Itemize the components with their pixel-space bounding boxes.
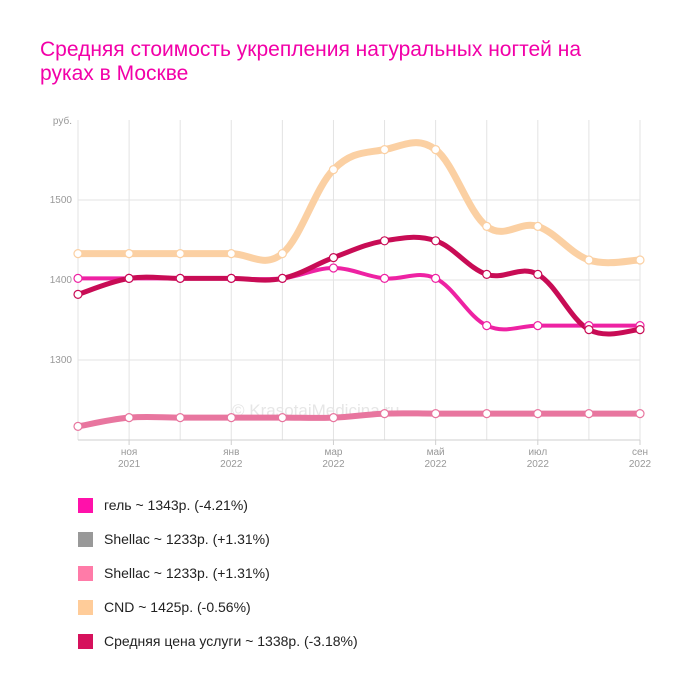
data-point[interactable] (328, 413, 339, 423)
data-point[interactable] (533, 409, 543, 419)
series-lines (74, 139, 644, 430)
x-tick-year: 2021 (118, 459, 141, 470)
data-point[interactable] (124, 249, 134, 259)
y-tick-label: 1400 (50, 275, 73, 286)
data-point[interactable] (482, 221, 492, 231)
legend: гель ~ 1343р. (-4.21%) Shellac ~ 1233р. (… (78, 488, 358, 658)
x-tick-year: 2022 (629, 459, 652, 470)
legend-label: гель ~ 1343р. (-4.21%) (104, 497, 248, 513)
legend-label: Shellac ~ 1233р. (+1.31%) (104, 531, 270, 547)
legend-item[interactable]: гель ~ 1343р. (-4.21%) (78, 488, 358, 522)
data-point[interactable] (533, 269, 543, 279)
data-point[interactable] (73, 421, 83, 431)
data-point[interactable] (328, 263, 339, 273)
series-line (74, 139, 644, 267)
data-point[interactable] (328, 165, 339, 175)
legend-swatch (78, 633, 93, 649)
legend-item[interactable]: Shellac ~ 1233р. (+1.31%) (78, 522, 358, 556)
data-point[interactable] (482, 409, 492, 419)
legend-label: Средняя цена услуги ~ 1338р. (-3.18%) (104, 633, 358, 649)
x-tick-month: янв (223, 447, 239, 458)
data-point[interactable] (584, 255, 594, 265)
data-point[interactable] (431, 409, 441, 419)
legend-label: CND ~ 1425р. (-0.56%) (104, 599, 251, 615)
data-point[interactable] (584, 325, 594, 335)
data-point[interactable] (584, 409, 594, 419)
legend-swatch (78, 531, 93, 547)
x-tick-year: 2022 (425, 459, 448, 470)
data-point[interactable] (175, 413, 185, 423)
data-point[interactable] (379, 273, 390, 283)
data-point[interactable] (124, 413, 134, 423)
legend-item[interactable]: Shellac ~ 1233р. (+1.31%) (78, 556, 358, 590)
data-point[interactable] (277, 273, 287, 283)
x-tick-month: май (427, 447, 445, 458)
x-tick-year: 2022 (220, 459, 243, 470)
x-tick-month: июл (528, 447, 547, 458)
legend-label: Shellac ~ 1233р. (+1.31%) (104, 565, 270, 581)
legend-swatch (78, 497, 93, 513)
data-point[interactable] (73, 289, 83, 299)
data-point[interactable] (379, 145, 390, 155)
x-tick-month: ноя (121, 447, 138, 458)
legend-item[interactable]: CND ~ 1425р. (-0.56%) (78, 590, 358, 624)
x-tick-year: 2022 (527, 459, 550, 470)
data-point[interactable] (226, 273, 236, 283)
data-point[interactable] (431, 236, 441, 246)
data-point[interactable] (431, 145, 441, 155)
data-point[interactable] (379, 236, 390, 246)
data-point[interactable] (73, 249, 83, 259)
x-axis: ноя2021янв2022мар2022май2022июл2022сен20… (118, 440, 652, 470)
data-point[interactable] (73, 273, 83, 283)
y-unit-label: руб. (53, 115, 72, 127)
data-point[interactable] (482, 321, 492, 331)
legend-swatch (78, 599, 93, 615)
data-point[interactable] (175, 249, 185, 259)
data-point[interactable] (226, 249, 236, 259)
data-point[interactable] (277, 249, 287, 259)
data-point[interactable] (277, 413, 287, 423)
legend-item[interactable]: Средняя цена услуги ~ 1338р. (-3.18%) (78, 624, 358, 658)
data-point[interactable] (175, 273, 185, 283)
data-point[interactable] (635, 325, 645, 335)
data-point[interactable] (379, 409, 390, 419)
chart-title: Средняя стоимость укрепления натуральных… (40, 38, 582, 85)
y-tick-label: 1500 (50, 195, 73, 206)
legend-swatch (78, 565, 93, 581)
data-point[interactable] (226, 413, 236, 423)
data-point[interactable] (482, 269, 492, 279)
data-point[interactable] (635, 409, 645, 419)
x-tick-year: 2022 (322, 459, 345, 470)
data-point[interactable] (431, 273, 441, 283)
y-tick-label: 1300 (50, 355, 73, 366)
data-point[interactable] (124, 273, 134, 283)
data-point[interactable] (635, 255, 645, 265)
data-point[interactable] (533, 321, 543, 331)
data-points (73, 145, 645, 431)
data-point[interactable] (533, 221, 543, 231)
y-axis: 1300 1400 1500 (50, 195, 73, 366)
x-tick-month: мар (324, 447, 342, 458)
x-tick-month: сен (632, 447, 648, 458)
data-point[interactable] (328, 253, 339, 263)
